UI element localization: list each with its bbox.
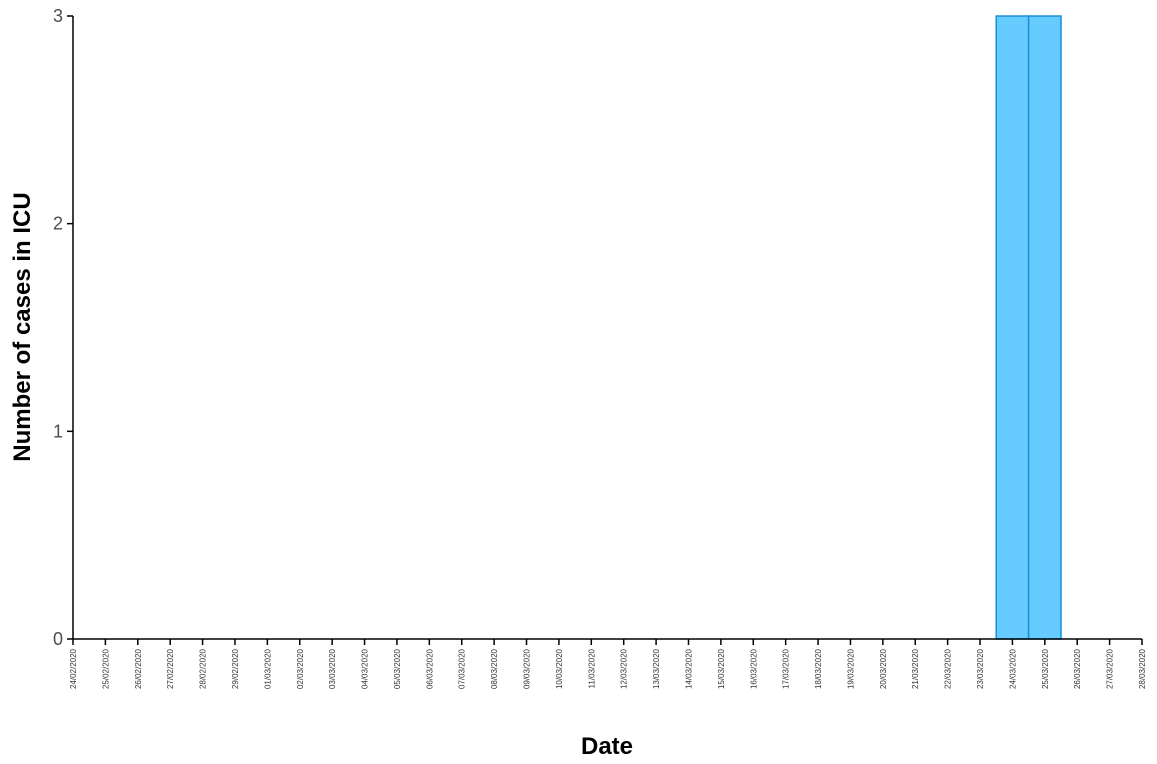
x-tick-label: 05/03/2020: [393, 648, 402, 689]
x-tick-label: 20/03/2020: [879, 648, 888, 689]
x-tick-label: 27/03/2020: [1106, 648, 1115, 689]
x-tick-label: 16/03/2020: [749, 648, 758, 689]
x-tick-label: 27/02/2020: [166, 648, 175, 689]
x-tick-label: 18/03/2020: [814, 648, 823, 689]
x-tick-label: 28/03/2020: [1138, 648, 1147, 689]
x-tick-label: 19/03/2020: [846, 648, 855, 689]
x-tick-label: 12/03/2020: [620, 648, 629, 689]
y-tick-label: 3: [53, 6, 63, 26]
x-tick-label: 08/03/2020: [490, 648, 499, 689]
bars: [995, 15, 1062, 640]
x-tick-label: 11/03/2020: [587, 648, 596, 688]
x-tick-label: 10/03/2020: [555, 648, 564, 689]
x-tick-label: 29/02/2020: [231, 648, 240, 689]
bar-24-03-2020: [995, 15, 1030, 640]
x-tick-label: 28/02/2020: [199, 648, 208, 689]
y-tick-label: 2: [53, 214, 63, 234]
x-tick-label: 17/03/2020: [782, 648, 791, 689]
x-tick-label: 21/03/2020: [911, 648, 920, 689]
y-axis-title: Number of cases in ICU: [9, 192, 36, 461]
x-tick-label: 04/03/2020: [361, 648, 370, 689]
y-axis-ticks: 0 1 2 3: [53, 6, 73, 649]
x-tick-label: 25/02/2020: [101, 648, 110, 689]
x-tick-label: 03/03/2020: [328, 648, 337, 689]
x-tick-label: 09/03/2020: [523, 648, 532, 689]
x-tick-label: 24/02/2020: [69, 648, 78, 689]
x-tick-label: 23/03/2020: [976, 648, 985, 689]
x-tick-label: 06/03/2020: [425, 648, 434, 689]
x-tick-label: 26/02/2020: [134, 648, 143, 689]
x-tick-label: 25/03/2020: [1041, 648, 1050, 689]
bar-25-03-2020: [1027, 15, 1062, 640]
y-tick-label: 0: [53, 629, 63, 649]
x-tick-label: 01/03/2020: [263, 648, 272, 689]
y-tick-label: 1: [53, 421, 63, 441]
x-axis-ticks: 24/02/2020 25/02/2020 26/02/2020 27/02/2020…: [69, 639, 1147, 689]
x-tick-label: 07/03/2020: [458, 648, 467, 689]
x-tick-label: 13/03/2020: [652, 648, 661, 689]
x-tick-label: 22/03/2020: [944, 648, 953, 689]
x-tick-label: 15/03/2020: [717, 648, 726, 689]
x-axis-title: Date: [581, 733, 633, 760]
x-tick-label: 14/03/2020: [684, 648, 693, 689]
x-tick-label: 24/03/2020: [1008, 648, 1017, 689]
x-tick-label: 02/03/2020: [296, 648, 305, 689]
x-tick-label: 26/03/2020: [1073, 648, 1082, 689]
